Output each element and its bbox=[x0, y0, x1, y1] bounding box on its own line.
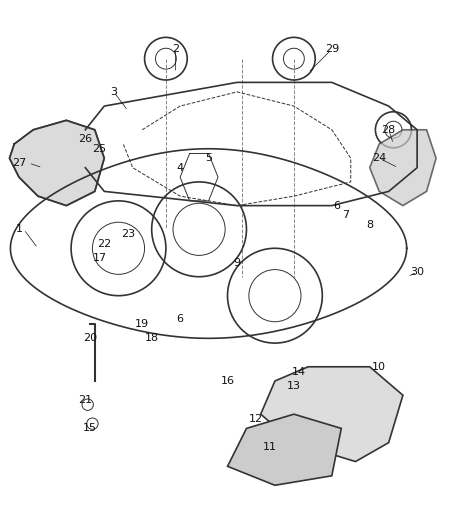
Polygon shape bbox=[261, 367, 403, 461]
Text: 14: 14 bbox=[292, 366, 306, 376]
Text: 7: 7 bbox=[342, 210, 350, 220]
Text: 12: 12 bbox=[249, 414, 263, 424]
Text: 10: 10 bbox=[372, 362, 386, 372]
Text: 6: 6 bbox=[177, 314, 183, 324]
Text: 20: 20 bbox=[83, 333, 97, 343]
Text: 6: 6 bbox=[333, 201, 340, 211]
Text: 1: 1 bbox=[16, 224, 22, 234]
Text: 27: 27 bbox=[12, 158, 26, 168]
Text: 18: 18 bbox=[145, 333, 159, 343]
Text: 8: 8 bbox=[366, 219, 374, 229]
Text: 22: 22 bbox=[97, 238, 111, 248]
Text: 3: 3 bbox=[110, 87, 117, 97]
Text: 25: 25 bbox=[92, 144, 107, 154]
Text: 2: 2 bbox=[172, 44, 179, 54]
Text: 16: 16 bbox=[220, 376, 235, 386]
Text: 11: 11 bbox=[263, 443, 277, 453]
Text: 19: 19 bbox=[135, 319, 149, 329]
Text: 17: 17 bbox=[92, 253, 107, 262]
Text: 26: 26 bbox=[78, 134, 92, 144]
Text: 23: 23 bbox=[121, 229, 135, 239]
Text: 4: 4 bbox=[176, 163, 184, 173]
Text: 28: 28 bbox=[382, 125, 396, 135]
Text: 15: 15 bbox=[83, 423, 97, 434]
Text: 21: 21 bbox=[78, 395, 92, 405]
Text: 30: 30 bbox=[410, 267, 424, 277]
Text: 24: 24 bbox=[372, 153, 386, 163]
Text: 9: 9 bbox=[233, 257, 241, 268]
Text: 5: 5 bbox=[205, 153, 212, 163]
Text: 13: 13 bbox=[287, 381, 301, 391]
Polygon shape bbox=[370, 130, 436, 206]
Polygon shape bbox=[9, 120, 104, 206]
Polygon shape bbox=[228, 414, 341, 485]
Text: 29: 29 bbox=[325, 44, 339, 54]
